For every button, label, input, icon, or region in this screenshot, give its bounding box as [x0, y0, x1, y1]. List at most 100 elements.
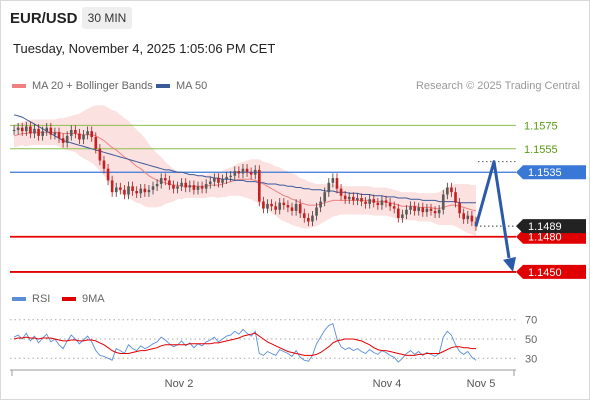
- ma50-line: [13, 114, 476, 204]
- candle-body: [241, 168, 245, 174]
- legend-ma9-swatch: [62, 297, 76, 302]
- candle-body: [462, 213, 466, 220]
- candle-body: [335, 178, 339, 189]
- legend-bollinger-swatch: [12, 84, 26, 89]
- candle-body: [274, 206, 277, 210]
- candle-body: [343, 195, 347, 200]
- candle-body: [278, 202, 282, 210]
- candle-body: [458, 202, 461, 214]
- rsi-tick-30: 30: [525, 353, 537, 365]
- x-tick-nov-2: Nov 2: [165, 378, 194, 390]
- candle-body: [49, 127, 53, 135]
- candle-body: [168, 180, 171, 186]
- level-label-1.1535: 1.1535: [528, 167, 562, 179]
- candle-body: [339, 188, 343, 196]
- candle-body: [151, 186, 155, 190]
- candle-body: [470, 215, 474, 222]
- candle-body: [364, 201, 367, 204]
- candle-body: [323, 192, 327, 202]
- instrument-symbol: EUR/USD: [10, 10, 78, 27]
- candle-body: [16, 127, 20, 131]
- candle-body: [315, 207, 318, 216]
- legend-ma9-label: 9MA: [82, 293, 105, 305]
- candle-body: [213, 178, 216, 182]
- candle-body: [37, 128, 40, 136]
- candle-body: [102, 160, 106, 169]
- candle-body: [188, 185, 192, 188]
- x-tick-nov-4: Nov 4: [373, 378, 402, 390]
- level-label-1.1480: 1.1480: [528, 232, 562, 244]
- candle-body: [65, 135, 69, 143]
- rsi-tick-50: 50: [525, 334, 537, 346]
- legend-rsi-label: RSI: [32, 293, 51, 305]
- legend-rsi: RSI: [12, 293, 50, 305]
- candle-body: [78, 133, 81, 140]
- rsi-tick-70: 70: [525, 315, 537, 327]
- candle-body: [290, 207, 294, 211]
- legend-ma50-swatch: [156, 84, 170, 89]
- candle-body: [221, 179, 224, 183]
- candle-body: [245, 168, 249, 173]
- candle-body: [225, 176, 228, 180]
- candle-body: [392, 206, 396, 209]
- candle-body: [114, 187, 118, 193]
- level-label-1.1555: 1.1555: [524, 144, 558, 156]
- candle-body: [135, 191, 138, 194]
- candle-body: [249, 172, 253, 175]
- candle-body: [172, 185, 175, 189]
- candle-body: [200, 186, 204, 189]
- candle-body: [253, 169, 257, 175]
- last-price-tag: [516, 219, 586, 234]
- chart-header: EUR/USD 30 MIN: [0, 0, 590, 36]
- candle-body: [143, 188, 147, 193]
- candle-body: [266, 203, 269, 209]
- candle-body: [450, 187, 453, 193]
- candle-body: [147, 189, 151, 193]
- candle-body: [82, 134, 85, 140]
- candle-body: [110, 180, 114, 193]
- candle-body: [405, 209, 408, 215]
- candle-body: [454, 192, 457, 203]
- timeframe-badge[interactable]: 30 MIN: [82, 7, 132, 29]
- candle-body: [347, 196, 351, 200]
- candle-body: [53, 132, 57, 135]
- candle-body: [270, 203, 273, 207]
- candle-body: [237, 171, 241, 174]
- candle-body: [90, 131, 94, 138]
- timestamp: Tuesday, November 4, 2025 1:05:06 PM CET: [13, 41, 276, 56]
- legend-bollinger: MA 20 + Bollinger Bands: [12, 80, 153, 92]
- candle-body: [61, 138, 65, 143]
- candle-body: [57, 132, 61, 139]
- candle-body: [286, 205, 290, 208]
- level-label-1.1450: 1.1450: [528, 267, 562, 279]
- candle-body: [163, 178, 167, 181]
- level-tag-1.1535: [516, 165, 586, 180]
- candle-body: [155, 183, 159, 187]
- candle-body: [196, 186, 200, 190]
- candle-body: [384, 200, 388, 203]
- candle-body: [69, 130, 73, 136]
- candle-body: [45, 127, 49, 132]
- candle-body: [331, 178, 335, 183]
- candle-body: [12, 130, 16, 132]
- candle-body: [217, 178, 220, 183]
- candle-body: [41, 131, 44, 136]
- candle-body: [229, 175, 233, 177]
- candle-body: [74, 130, 77, 134]
- candle-body: [192, 185, 196, 190]
- copyright-notice: Research © 2025 Trading Central: [415, 80, 580, 92]
- candle-body: [376, 202, 380, 206]
- candle-body: [388, 202, 392, 207]
- candle-body: [380, 200, 384, 206]
- candle-body: [307, 217, 310, 222]
- candle-body: [98, 148, 102, 161]
- candle-body: [262, 201, 265, 209]
- candle-body: [421, 207, 425, 213]
- legend-bollinger-label: MA 20 + Bollinger Bands: [32, 80, 153, 92]
- legend-ma9: 9MA: [62, 293, 105, 305]
- candle-body: [446, 187, 449, 195]
- candle-body: [327, 182, 331, 193]
- forecast-arrow-path: [474, 160, 511, 259]
- candle-body: [24, 126, 28, 132]
